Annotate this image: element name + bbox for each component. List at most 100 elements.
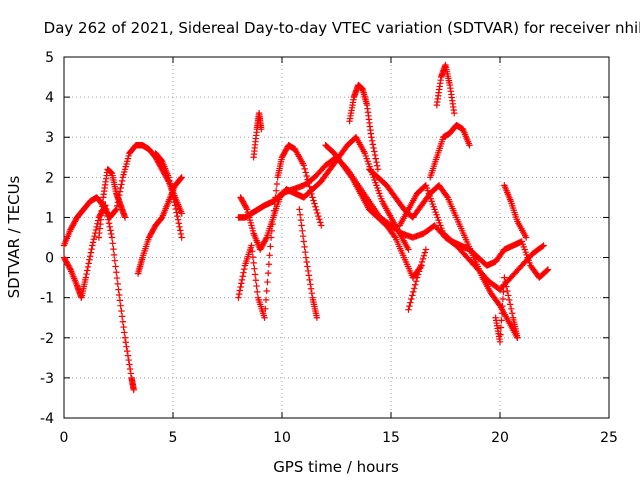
data-point-fill <box>302 169 309 176</box>
data-point <box>178 210 185 217</box>
data-point-fill <box>172 205 180 213</box>
data-point-fill <box>267 243 274 250</box>
data-point-fill <box>391 232 398 240</box>
data-point-fill <box>106 223 113 231</box>
x-tick-label: 5 <box>169 430 178 446</box>
y-tick-label: 3 <box>45 130 54 146</box>
data-point-fill <box>262 305 269 313</box>
series-track-16 <box>427 121 473 181</box>
data-point-fill <box>86 253 94 260</box>
data-point-fill <box>506 301 514 308</box>
series-track-13 <box>366 166 521 341</box>
data-point-fill <box>419 255 427 263</box>
data-point-fill <box>117 302 124 309</box>
data-point-fill <box>410 288 417 296</box>
data-point <box>309 194 316 201</box>
x-tick-label: 10 <box>273 430 291 446</box>
data-point-fill <box>304 267 312 275</box>
data-point-fill <box>90 236 97 243</box>
data-point-fill <box>270 214 277 221</box>
data-point-fill <box>299 227 306 235</box>
data-point <box>313 314 321 321</box>
data-point-fill <box>251 271 259 278</box>
data-point-fill <box>168 186 175 194</box>
data-point-fill <box>504 287 511 295</box>
data-point-fill <box>304 263 311 270</box>
data-point <box>296 206 303 213</box>
y-tick-label: 5 <box>45 50 54 66</box>
series-track-18 <box>492 274 521 345</box>
data-point-fill <box>124 352 132 359</box>
data-point <box>267 234 275 241</box>
data-point-fill <box>311 200 318 207</box>
data-point-fill <box>236 287 244 294</box>
data-point <box>115 286 122 293</box>
data-point-fill <box>373 158 380 166</box>
y-tick-label: 0 <box>45 251 54 267</box>
data-point-fill <box>508 310 516 317</box>
series-track-7 <box>237 134 412 253</box>
y-tick-label: -2 <box>40 331 54 347</box>
data-point-fill <box>409 292 416 299</box>
data-point-fill <box>411 285 418 292</box>
data-point-fill <box>84 263 92 271</box>
data-point-fill <box>109 240 116 247</box>
data-point-fill <box>116 291 123 299</box>
data-point <box>82 274 89 281</box>
data-point-fill <box>268 227 276 235</box>
data-point-fill <box>310 197 317 204</box>
x-tick-label: 0 <box>60 430 69 446</box>
data-point <box>121 214 129 221</box>
data-point-fill <box>113 269 120 276</box>
y-tick-label: -3 <box>40 371 54 387</box>
data-point-fill <box>116 297 124 304</box>
series-track-5 <box>152 150 185 241</box>
data-point-fill <box>270 207 278 214</box>
data-point-fill <box>249 253 257 261</box>
data-point-fill <box>125 356 132 364</box>
data-point-fill <box>312 203 319 210</box>
data-point-fill <box>252 277 260 284</box>
data-point <box>113 206 120 213</box>
data-point-fill <box>497 331 504 338</box>
data-point-fill <box>118 177 126 185</box>
data-point-fill <box>105 216 112 223</box>
data-point <box>302 254 310 261</box>
data-point <box>171 202 179 209</box>
data-point-fill <box>240 269 247 276</box>
data-point-fill <box>306 276 313 284</box>
data-point-fill <box>241 265 248 273</box>
data-point <box>178 234 185 241</box>
data-point-fill <box>301 165 308 173</box>
y-axis-ticks: -4 -3 -2 -1 0 1 2 3 4 5 <box>40 50 609 427</box>
data-point-fill <box>253 282 260 290</box>
chart-title: Day 262 of 2021, Sidereal Day-to-day VTE… <box>44 19 640 37</box>
data-point <box>522 234 530 241</box>
data-point-fill <box>272 194 279 201</box>
data-point <box>413 274 421 281</box>
series-track-9 <box>250 109 265 161</box>
data-point-fill <box>308 290 315 297</box>
data-point-fill <box>238 276 246 284</box>
data-point-fill <box>112 263 119 270</box>
data-point-fill <box>271 200 278 208</box>
data-point-fill <box>414 271 422 278</box>
data-point-fill <box>171 199 178 206</box>
data-point-fill <box>503 283 510 290</box>
data-point-fill <box>304 176 311 183</box>
data-point-fill <box>264 278 271 286</box>
x-axis-label: GPS time / hours <box>273 458 399 476</box>
data-point <box>405 246 412 253</box>
data-point-fill <box>500 288 507 296</box>
data-point-fill <box>443 192 450 200</box>
data-point-fill <box>370 144 377 152</box>
data-point-fill <box>407 299 414 306</box>
data-point-fill <box>126 361 133 368</box>
data-point-fill <box>166 177 173 184</box>
data-point-fill <box>306 183 313 190</box>
data-point-fill <box>124 347 131 355</box>
data-point-fill <box>417 261 425 269</box>
data-point-fill <box>89 239 97 246</box>
data-point <box>540 242 547 249</box>
data-point-fill <box>112 207 119 214</box>
